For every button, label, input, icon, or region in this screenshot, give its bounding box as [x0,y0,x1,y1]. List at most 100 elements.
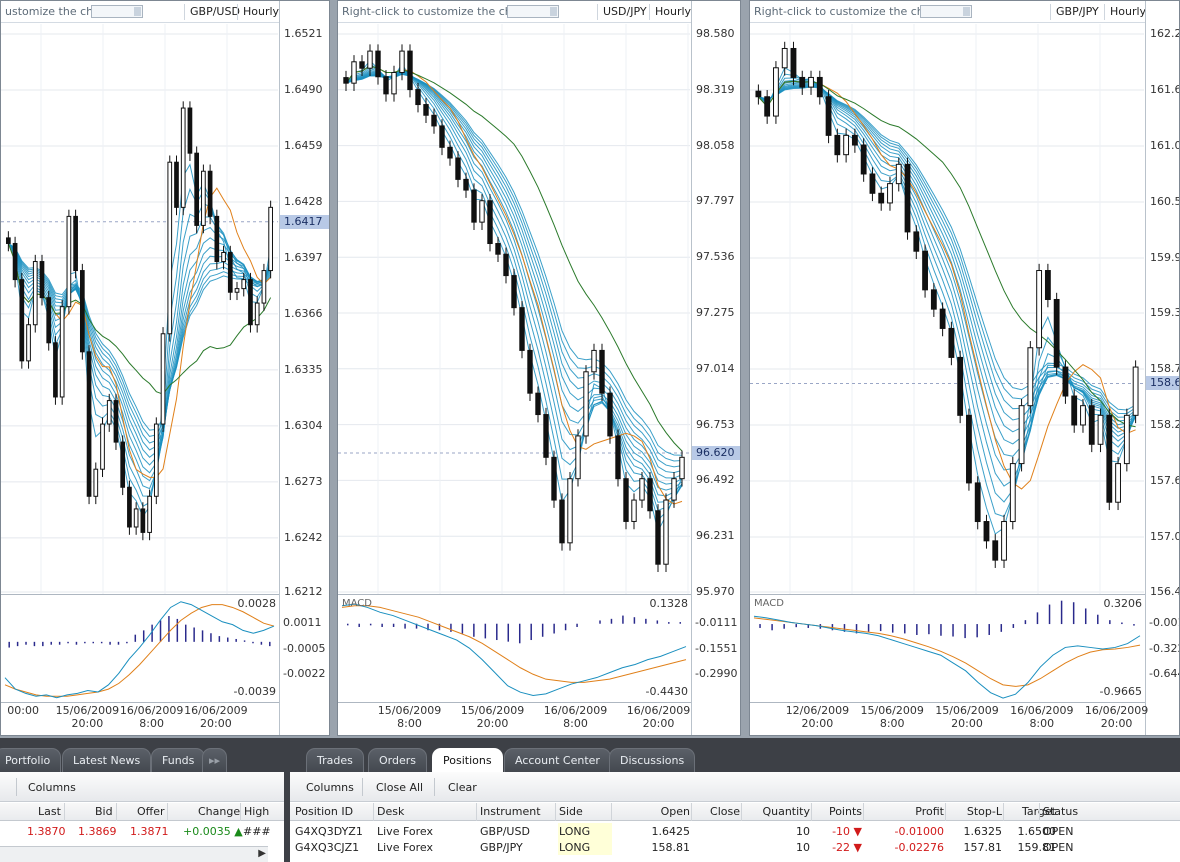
price-plot[interactable] [750,24,1144,594]
scroll-right-icon[interactable]: ▶ [258,848,266,859]
column-header-close[interactable]: Close [710,805,740,818]
columns-button[interactable]: Columns [28,781,76,794]
price-plot[interactable] [1,24,278,594]
tab-funds[interactable]: Funds [151,748,206,772]
chart-panel-gbpusd[interactable]: ustomize the chart GBP/USD Hourly 1.6521… [0,0,330,736]
tab-trades[interactable]: Trades [306,748,364,772]
candle-body [201,170,206,226]
price-tick-label: 96.492 [696,473,735,487]
tab-latest-news[interactable]: Latest News [62,748,152,772]
price-tick-label: 98.580 [696,27,735,40]
table-row[interactable]: G4XQ3CJZ1 Live Forex GBP/JPY LONG 158.81 10 -2… [290,839,1180,855]
candle-body [113,400,119,443]
chart-panel-usdjpy[interactable]: Right-click to customize the chart USD/J… [337,0,741,736]
candle-body [1001,521,1007,561]
candle-body [120,441,126,488]
cell-points: -10 ▼ [832,825,862,838]
tab-orders[interactable]: Orders [368,748,427,772]
more-tabs-icon[interactable]: ▸▸ [202,748,228,772]
column-header-last[interactable]: Last [38,805,61,818]
column-header-high[interactable]: High [244,805,270,818]
macd-plot[interactable] [750,596,1144,702]
toolbar-separator [362,778,363,796]
column-header-desk[interactable]: Desk [377,805,405,818]
candle-body [1018,405,1025,465]
macd-signal-line [753,617,1141,687]
column-divider [811,803,812,821]
column-header-offer[interactable]: Offer [137,805,165,818]
macd-tick-label: -0.0111 [695,616,738,629]
chart-combo[interactable] [507,5,559,18]
column-header-profit[interactable]: Profit [915,805,944,818]
candle-body [207,170,213,217]
column-header-bid[interactable]: Bid [95,805,113,818]
candle-body [655,510,661,565]
price-tick-label: 1.6212 [284,585,323,598]
column-header-points[interactable]: Points [828,805,862,818]
candle-body [106,400,112,425]
candle-body [834,134,841,156]
price-tick-label: 1.6242 [284,530,323,544]
macd-plot[interactable] [1,596,278,702]
candle-body [133,508,139,528]
pane-separator [750,594,1179,595]
left-horizontal-scrollbar[interactable]: ▶ [0,846,268,862]
chart-combo[interactable] [920,5,972,18]
chart-symbol[interactable]: USD/JPY [597,4,652,20]
price-axis: 98.580 98.319 98.058 97.797 97.536 97.275 97.0… [691,1,740,735]
ema-ribbon-line [8,243,272,431]
candle-body [966,414,972,484]
candle-body [825,96,832,136]
cell-target: 159.81 [1017,841,1057,854]
price-tick-label: 97.275 [696,306,735,319]
columns-button[interactable]: Columns [306,781,354,794]
column-header-status[interactable]: Status [1043,805,1079,818]
candle-body [599,349,605,394]
macd-tick-label: -0.3226 [1149,642,1179,655]
price-tick-label: 1.6459 [284,138,323,152]
tab-account-center[interactable]: Account Center [504,748,611,772]
date-axis-label: 16/06/2009 8:00 [117,704,187,730]
ema-ribbon-line [758,77,1137,503]
chart-combo[interactable] [91,5,143,18]
price-plot[interactable] [338,24,690,594]
column-header-stop-l[interactable]: Stop-L [966,805,1002,818]
column-header-side[interactable]: Side [559,805,583,818]
table-row[interactable]: 1.3870 1.3869 1.3871 +0.0035 ▲ ### [0,823,284,839]
macd-line [4,601,275,699]
current-price-label: 1.6417 [280,214,329,229]
moving-average-orange [758,80,1136,490]
tab-positions[interactable]: Positions [432,748,503,772]
column-header-position-id[interactable]: Position ID [295,805,354,818]
candle-body [463,178,469,191]
candle-body [479,200,485,223]
chart-symbol[interactable]: GBP/JPY [1050,4,1104,20]
candle-body [527,349,533,394]
time-label: 8:00 [1029,717,1055,730]
chart-timeframe[interactable]: Hourly [1104,4,1151,20]
chart-timeframe[interactable]: Hourly [649,4,696,20]
tab-discussions[interactable]: Discussions [609,748,696,772]
price-axis: 1.6521 1.6490 1.6459 1.6428 1.6397 1.6366 1.63… [279,1,329,735]
date-label: 16/06/2009 [1010,704,1074,717]
clear-button[interactable]: Clear [448,781,477,794]
column-header-open[interactable]: Open [660,805,690,818]
column-header-instrument[interactable]: Instrument [480,805,541,818]
chart-panel-gbpjpy[interactable]: Right-click to customize the chart GBP/J… [749,0,1180,736]
tab-portfolio[interactable]: Portfolio [0,748,62,772]
macd-plot[interactable] [338,596,690,702]
candle-body [930,289,937,310]
candle-body [1123,414,1130,465]
table-row[interactable]: G4XQ3DYZ1 Live Forex GBP/USD LONG 1.6425 10 -1… [290,823,1180,839]
column-header-quantity[interactable]: Quantity [762,805,810,818]
column-divider [945,803,946,821]
column-header-change[interactable]: Change [198,805,241,818]
column-header-target[interactable]: Target [1006,805,1056,818]
candle-body [922,250,928,291]
chart-symbol[interactable]: GBP/USD [184,4,245,20]
close-all-button[interactable]: Close All [376,781,424,794]
cell-quantity: 10 [796,841,810,854]
positions-toolbar: Columns Close All Clear [290,772,1180,802]
pane-separator [1,594,329,595]
chart-timeframe[interactable]: Hourly [237,4,284,20]
